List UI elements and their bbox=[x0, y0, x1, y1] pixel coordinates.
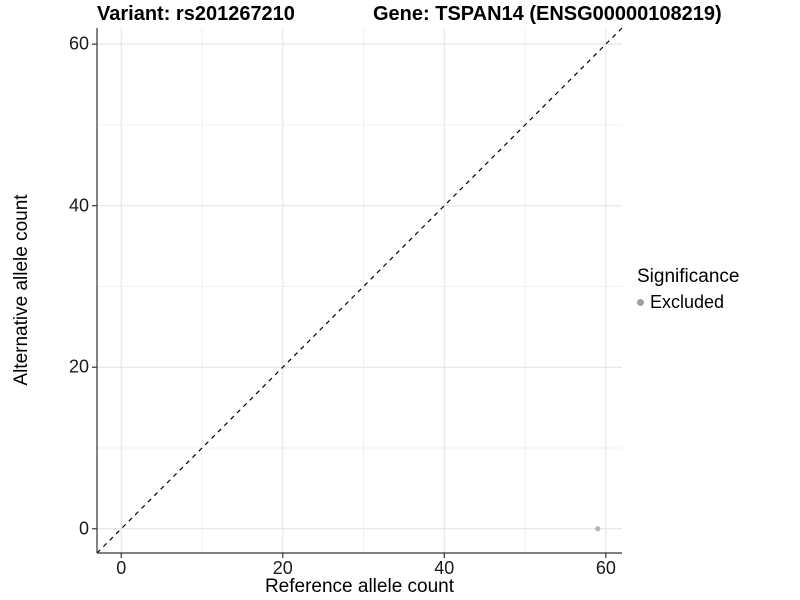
legend-item-label: Excluded bbox=[650, 292, 725, 312]
x-tick-label: 40 bbox=[434, 558, 455, 578]
identity-line bbox=[96, 27, 623, 554]
y-tick-label: 40 bbox=[68, 195, 89, 216]
data-point bbox=[595, 526, 601, 532]
plot-title-gene: Gene: TSPAN14 (ENSG00000108219) bbox=[373, 3, 722, 25]
x-tick-label: 60 bbox=[595, 558, 616, 578]
y-axis-title: Alternative allele count bbox=[11, 194, 32, 386]
legend-title: Significance bbox=[637, 266, 740, 287]
legend-point-icon bbox=[637, 299, 644, 306]
x-tick-label: 0 bbox=[116, 558, 127, 578]
x-tick-label: 20 bbox=[272, 558, 293, 578]
x-axis-title: Reference allele count bbox=[264, 576, 455, 597]
plot-title-variant: Variant: rs201267210 bbox=[97, 3, 295, 25]
y-tick-label: 20 bbox=[68, 356, 89, 377]
y-tick-label: 60 bbox=[68, 33, 89, 54]
legend: Significance Excluded bbox=[637, 266, 739, 313]
y-tick-label: 0 bbox=[78, 518, 89, 539]
legend-item-excluded: Excluded bbox=[637, 292, 739, 313]
